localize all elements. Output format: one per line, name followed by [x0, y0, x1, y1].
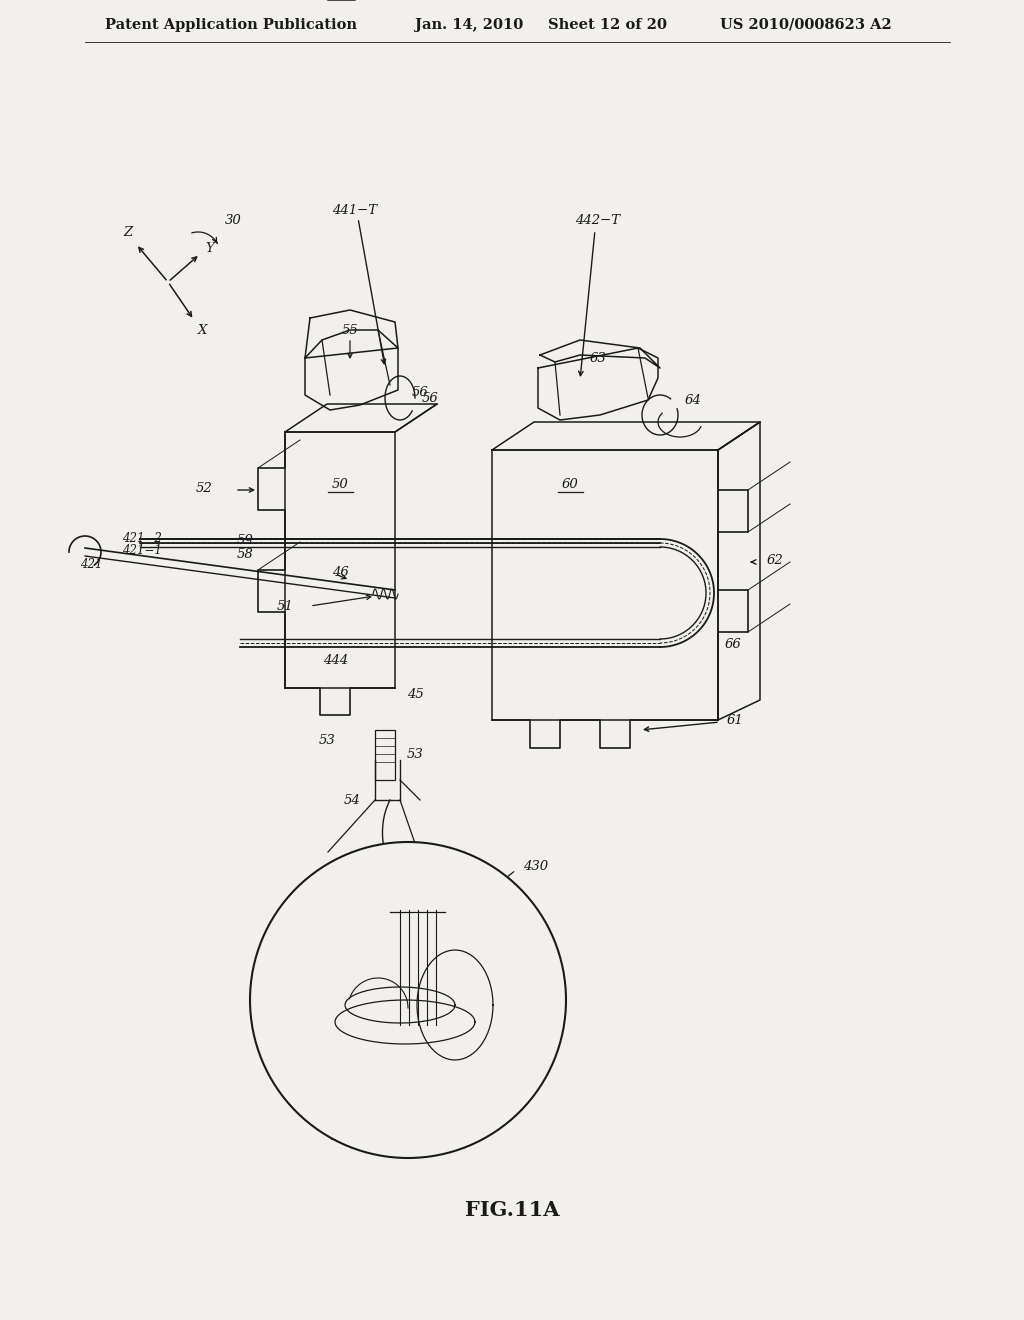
Text: 55: 55: [342, 323, 358, 337]
Text: 442−T: 442−T: [575, 214, 621, 227]
Text: 58: 58: [237, 549, 253, 561]
Text: 45: 45: [407, 689, 423, 701]
Text: 53: 53: [407, 748, 423, 762]
Text: US 2010/0008623 A2: US 2010/0008623 A2: [720, 18, 892, 32]
Text: 59: 59: [237, 533, 253, 546]
Text: 60: 60: [561, 479, 579, 491]
Text: FIG.11A: FIG.11A: [465, 1200, 559, 1220]
Text: 51: 51: [276, 599, 293, 612]
Text: 54: 54: [343, 793, 360, 807]
Text: 61: 61: [727, 714, 743, 726]
Text: 56: 56: [412, 385, 428, 399]
Text: 445−2: 445−2: [443, 1130, 483, 1143]
Text: 421: 421: [80, 558, 102, 572]
Text: Y: Y: [494, 936, 503, 949]
Text: Sheet 12 of 20: Sheet 12 of 20: [548, 18, 667, 32]
Text: 50: 50: [332, 479, 348, 491]
Text: 421−2: 421−2: [300, 1022, 340, 1035]
Text: 441−T: 441−T: [333, 203, 378, 216]
Text: X: X: [496, 1069, 505, 1082]
Text: 45°: 45°: [446, 995, 469, 1008]
Text: Patent Application Publication: Patent Application Publication: [105, 18, 357, 32]
Text: Z: Z: [123, 226, 133, 239]
Text: 52: 52: [196, 482, 212, 495]
Text: 421−1: 421−1: [122, 544, 162, 557]
Text: 53: 53: [318, 734, 335, 747]
Polygon shape: [285, 432, 395, 688]
Text: Jan. 14, 2010: Jan. 14, 2010: [415, 18, 523, 32]
Text: 444: 444: [488, 913, 513, 927]
Text: Y: Y: [206, 242, 214, 255]
Text: X: X: [199, 323, 208, 337]
Text: 431: 431: [496, 1003, 521, 1016]
Text: 46: 46: [332, 565, 348, 578]
Text: 64: 64: [685, 393, 701, 407]
Bar: [375, 730, 395, 780]
Text: Z: Z: [364, 904, 373, 917]
Text: 445−1: 445−1: [328, 1130, 368, 1143]
Text: 444: 444: [323, 653, 348, 667]
Text: 66: 66: [725, 639, 741, 652]
Polygon shape: [492, 450, 718, 719]
Text: 62: 62: [767, 553, 783, 566]
Circle shape: [250, 842, 566, 1158]
Text: 30: 30: [224, 214, 242, 227]
Text: 56: 56: [422, 392, 438, 404]
Text: 430: 430: [523, 861, 548, 874]
Text: 421−2: 421−2: [122, 532, 162, 544]
Text: 63: 63: [590, 351, 606, 364]
Text: 421−1: 421−1: [300, 1008, 340, 1022]
